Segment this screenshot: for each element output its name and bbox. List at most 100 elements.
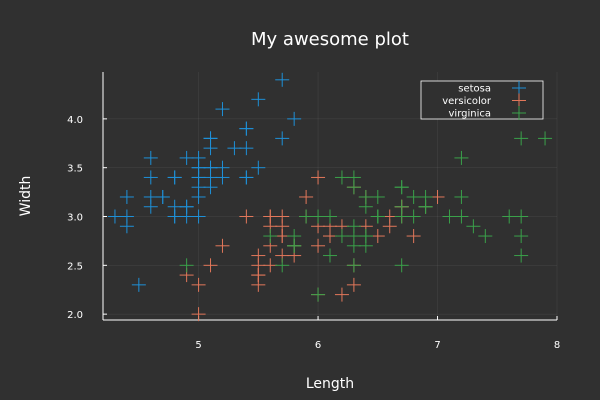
data-point-versicolor [275,229,290,244]
data-point-setosa [167,209,182,224]
chart-title: My awesome plot [251,29,409,50]
data-point-virginica [454,189,469,204]
data-point-setosa [251,160,266,175]
data-point-versicolor [311,238,326,253]
data-point-virginica [334,170,349,185]
legend-label-virginica: virginica [449,109,492,120]
data-point-virginica [334,229,349,244]
data-point-versicolor [263,258,278,273]
data-point-virginica [514,131,529,146]
data-point-virginica [394,258,409,273]
data-point-versicolor [430,189,445,204]
data-point-virginica [323,209,337,224]
data-point-versicolor [334,287,349,302]
data-point-virginica [406,189,421,204]
data-point-virginica [454,150,469,165]
data-point-versicolor [370,229,385,244]
data-point-virginica [394,180,409,195]
data-point-virginica [311,209,326,224]
x-tick-label: 5 [195,340,201,351]
data-point-setosa [143,189,158,204]
data-point-setosa [287,111,302,126]
data-point-setosa [179,150,194,165]
x-axis-label: Length [306,376,354,392]
data-point-setosa [143,170,158,185]
data-point-versicolor [299,189,314,204]
y-tick-label: 2.0 [67,310,83,321]
data-point-setosa [275,72,290,87]
data-point-virginica [323,248,337,263]
y-tick-label: 4.0 [67,115,83,126]
data-point-setosa [155,189,170,204]
data-point-setosa [191,180,206,195]
data-point-setosa [251,92,266,107]
data-point-setosa [227,141,242,156]
data-point-virginica [358,199,373,214]
data-point-setosa [239,121,254,136]
data-point-virginica [346,170,361,185]
data-point-virginica [346,229,361,244]
data-point-virginica [370,189,385,204]
data-point-virginica [514,209,529,224]
legend-marker-versicolor [512,93,526,108]
data-point-setosa [215,170,230,185]
data-point-virginica [275,258,290,273]
data-point-versicolor [382,209,397,224]
legend-label-versicolor: versicolor [442,96,492,107]
data-point-virginica [454,209,469,224]
data-point-virginica [299,209,314,224]
y-tick-label: 3.5 [67,164,83,175]
data-point-versicolor [203,258,218,273]
data-point-versicolor [323,229,337,244]
data-point-versicolor [239,209,254,224]
data-point-versicolor [406,229,421,244]
legend-label-setosa: setosa [458,84,491,95]
data-point-versicolor [191,307,206,322]
y-tick-label: 2.5 [67,261,83,272]
data-point-virginica [514,229,529,244]
data-point-virginica [346,258,361,273]
data-point-versicolor [311,170,326,185]
data-point-virginica [466,219,481,234]
x-tick-label: 6 [315,340,321,351]
data-point-virginica [478,229,493,244]
data-point-virginica [418,199,433,214]
data-point-setosa [203,170,218,185]
data-point-virginica [406,209,421,224]
y-axis-label: Width [18,176,34,217]
legend-marker-setosa [512,81,526,95]
data-point-virginica [538,131,553,146]
data-point-virginica [502,209,517,224]
x-tick-label: 7 [434,340,440,351]
data-point-versicolor [215,238,230,253]
data-point-setosa [203,131,218,146]
y-tick-label: 3.0 [67,213,83,224]
data-point-versicolor [251,248,266,263]
data-point-versicolor [346,277,361,292]
data-point-virginica [311,287,326,302]
data-point-setosa [143,150,158,165]
data-point-setosa [119,209,134,224]
data-point-setosa [131,277,146,292]
data-point-virginica [514,248,529,263]
data-point-virginica [263,229,278,244]
data-point-setosa [239,141,254,156]
x-tick-label: 8 [554,340,560,351]
data-point-setosa [275,131,290,146]
data-point-virginica [287,238,302,253]
data-point-setosa [215,102,230,117]
data-point-setosa [107,209,122,224]
data-point-setosa [191,209,206,224]
data-point-versicolor [263,209,278,224]
data-point-setosa [239,170,254,185]
data-point-virginica [358,229,373,244]
data-point-virginica [179,258,194,273]
data-points [107,72,553,322]
data-point-setosa [179,199,194,214]
data-point-setosa [167,170,182,185]
data-point-setosa [119,189,134,204]
data-point-virginica [394,209,409,224]
data-point-versicolor [191,277,206,292]
